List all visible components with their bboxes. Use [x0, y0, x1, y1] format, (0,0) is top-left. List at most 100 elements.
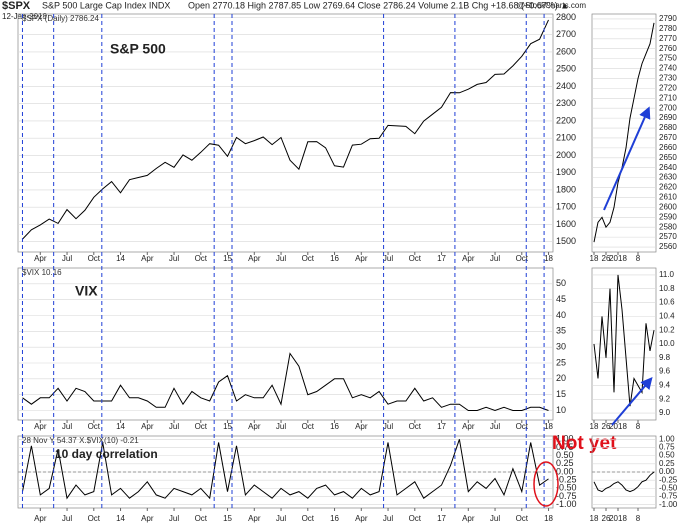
red-circle: [533, 461, 559, 507]
y-tick-label: 15: [556, 389, 566, 399]
y-tick-label: 10.2: [659, 325, 675, 334]
y-tick-label: 2770: [659, 34, 677, 43]
y-tick-label: 2800: [556, 12, 576, 22]
y-tick-label: -0.25: [659, 475, 678, 484]
y-tick-label: 1500: [556, 236, 576, 246]
x-tick-label: Oct: [516, 254, 529, 263]
x-tick-label: 16: [330, 514, 339, 523]
y-tick-label: -1.00: [659, 500, 678, 509]
x-tick-label: 15: [223, 514, 232, 523]
x-tick-label: Apr: [355, 514, 368, 523]
x-tick-label: 15: [223, 422, 232, 431]
x-tick-label: Oct: [88, 514, 101, 523]
x-tick-label: 26: [602, 254, 611, 263]
data-line: [593, 471, 655, 493]
y-tick-label: 0.00: [659, 467, 675, 476]
x-tick-label: Jul: [276, 422, 286, 431]
panel-title: S&P 500: [110, 41, 166, 57]
legend-text: 28 Nov Y 54.37 X.$VIX(10) -0.21: [22, 436, 139, 445]
x-tick-label: 26: [602, 422, 611, 431]
x-tick-label: Oct: [88, 422, 101, 431]
y-tick-label: 10.6: [659, 298, 675, 307]
x-tick-label: Oct: [302, 254, 315, 263]
x-tick-label: Oct: [409, 514, 422, 523]
data-line: [593, 22, 655, 243]
x-tick-label: Oct: [302, 422, 315, 431]
y-tick-label: 0.75: [556, 442, 574, 452]
x-tick-label: Apr: [355, 422, 368, 431]
source: @StockCharts.com: [517, 1, 586, 10]
y-tick-label: 0.25: [556, 458, 574, 468]
x-tick-label: Apr: [462, 254, 475, 263]
y-tick-label: 9.2: [659, 394, 671, 403]
x-tick-label: Jul: [490, 422, 500, 431]
y-tick-label: 2300: [556, 98, 576, 108]
x-tick-label: 26: [602, 514, 611, 523]
y-tick-label: 9.8: [659, 353, 671, 362]
y-tick-label: 9.0: [659, 408, 671, 417]
x-tick-label: Apr: [141, 254, 154, 263]
y-tick-label: 2700: [556, 29, 576, 39]
arrow: [603, 106, 651, 211]
symbol-name: S&P 500 Large Cap Index INDX: [42, 0, 170, 10]
x-tick-label: Apr: [248, 422, 261, 431]
x-tick-label: Oct: [516, 422, 529, 431]
x-tick-label: 17: [437, 254, 446, 263]
y-tick-label: 2670: [659, 133, 677, 142]
x-tick-label: Oct: [409, 422, 422, 431]
x-tick-label: Apr: [248, 254, 261, 263]
x-tick-label: 14: [116, 254, 125, 263]
quote: Open 2770.18 High 2787.85 Low 2769.64 Cl…: [188, 0, 569, 10]
x-tick-label: 14: [116, 514, 125, 523]
x-tick-label: Jul: [383, 514, 393, 523]
y-tick-label: 30: [556, 342, 566, 352]
y-tick-label: 2760: [659, 44, 677, 53]
y-tick-label: 2400: [556, 81, 576, 91]
y-tick-label: 0.50: [659, 451, 675, 460]
y-tick-label: 2780: [659, 24, 677, 33]
x-tick-label: Apr: [141, 514, 154, 523]
x-tick-label: Apr: [141, 422, 154, 431]
note: Not yet: [552, 433, 617, 454]
x-tick-label: Oct: [195, 514, 208, 523]
y-tick-label: 35: [556, 326, 566, 336]
x-tick-label: 18: [590, 422, 599, 431]
y-tick-label: 20: [556, 373, 566, 383]
panel-frame: [591, 13, 657, 253]
x-tick-label: Jul: [169, 254, 179, 263]
x-tick-label: Apr: [462, 422, 475, 431]
y-tick-label: 2740: [659, 64, 677, 73]
x-tick-label: Jul: [276, 514, 286, 523]
x-tick-label: Apr: [248, 514, 261, 523]
x-tick-label: Jul: [169, 514, 179, 523]
panel-frame: [17, 267, 554, 421]
y-tick-label: 2560: [659, 242, 677, 251]
y-tick-label: 2600: [659, 202, 677, 211]
y-tick-label: 2100: [556, 133, 576, 143]
x-tick-label: 2018: [609, 422, 627, 431]
y-tick-label: 40: [556, 310, 566, 320]
x-tick-label: 18: [590, 254, 599, 263]
y-tick-label: -0.25: [556, 475, 577, 485]
x-tick-label: Apr: [34, 254, 47, 263]
x-tick-label: 14: [116, 422, 125, 431]
y-tick-label: -0.75: [659, 492, 678, 501]
y-tick-label: 10: [556, 405, 566, 415]
y-tick-label: 2640: [659, 163, 677, 172]
y-tick-label: 2710: [659, 93, 677, 102]
y-tick-label: 2660: [659, 143, 677, 152]
panel-title: 10 day correlation: [55, 447, 158, 461]
arrow: [611, 376, 653, 426]
x-tick-label: 2018: [609, 254, 627, 263]
y-tick-label: 50: [556, 278, 566, 288]
y-tick-label: 25: [556, 357, 566, 367]
x-tick-label: 16: [330, 422, 339, 431]
y-tick-label: 10.8: [659, 284, 675, 293]
x-tick-label: Jul: [62, 254, 72, 263]
data-line: [22, 352, 549, 412]
x-tick-label: Jul: [383, 422, 393, 431]
x-tick-label: Jul: [276, 254, 286, 263]
y-tick-label: 1800: [556, 184, 576, 194]
y-tick-label: -1.00: [556, 499, 577, 509]
